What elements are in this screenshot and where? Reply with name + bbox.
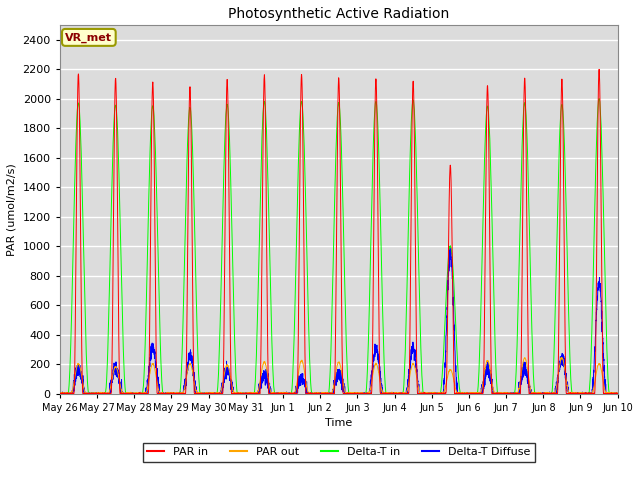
- Title: Photosynthetic Active Radiation: Photosynthetic Active Radiation: [228, 7, 449, 21]
- X-axis label: Time: Time: [325, 418, 353, 428]
- Legend: PAR in, PAR out, Delta-T in, Delta-T Diffuse: PAR in, PAR out, Delta-T in, Delta-T Dif…: [143, 443, 534, 462]
- Y-axis label: PAR (umol/m2/s): PAR (umol/m2/s): [7, 163, 17, 256]
- Text: VR_met: VR_met: [65, 32, 113, 43]
